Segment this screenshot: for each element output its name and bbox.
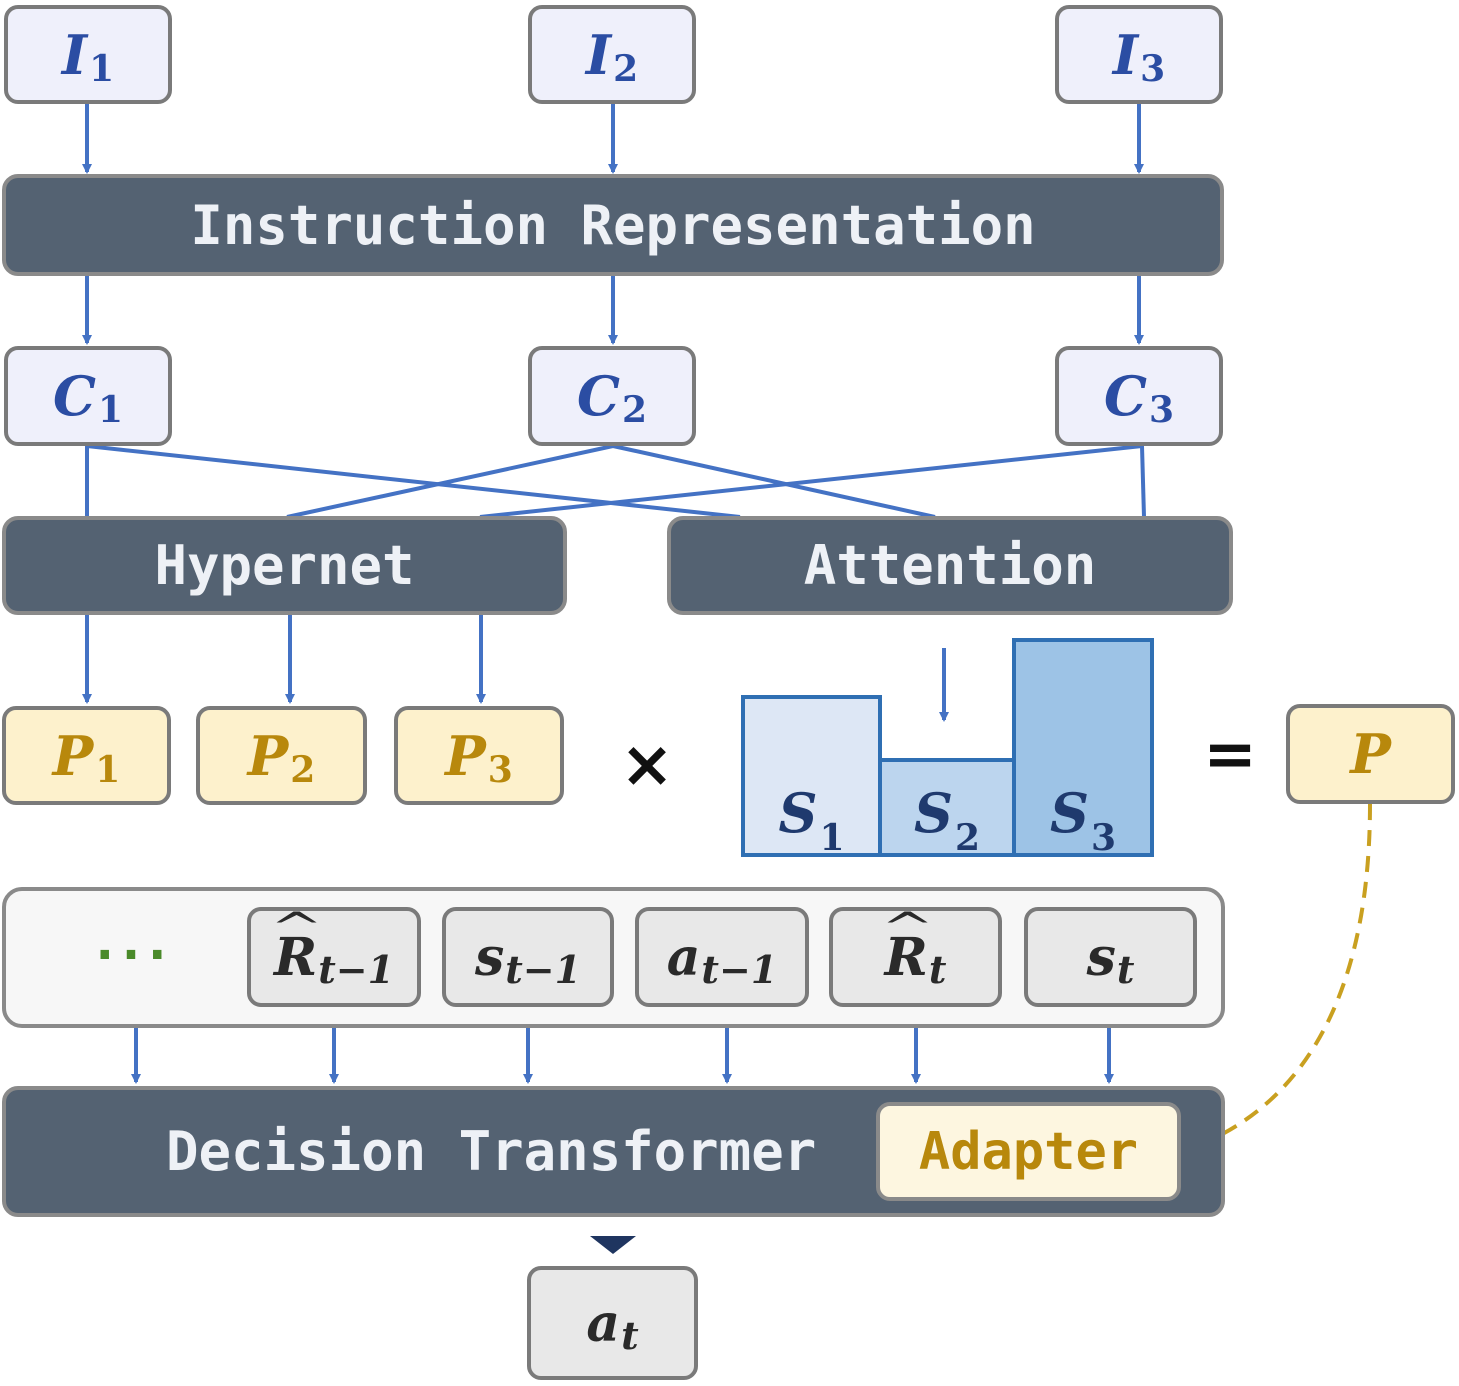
token-return-t: Rt <box>829 907 1002 1007</box>
hypernet-block: Hypernet <box>2 516 567 615</box>
line-c2-to-attention <box>613 446 935 517</box>
token-return-t-minus-1: Rt−1 <box>247 907 421 1007</box>
line-c3-to-attention <box>1142 446 1144 517</box>
ellipsis: ··· <box>60 920 210 990</box>
merged-param-p: P <box>1286 704 1455 804</box>
instruction-representation-block: Instruction Representation <box>2 174 1224 276</box>
token-action-t-minus-1: a t−1 <box>635 907 809 1007</box>
output-arrow-icon <box>590 1236 636 1254</box>
token-state-t-minus-1: s t−1 <box>442 907 614 1007</box>
adapter-block: Adapter <box>876 1102 1181 1201</box>
attention-block: Attention <box>667 516 1233 615</box>
equals-symbol: = <box>1195 715 1265 795</box>
line-c1-to-attention <box>87 446 740 517</box>
line-c3-to-hypernet <box>480 446 1142 517</box>
times-symbol: × <box>612 725 682 805</box>
